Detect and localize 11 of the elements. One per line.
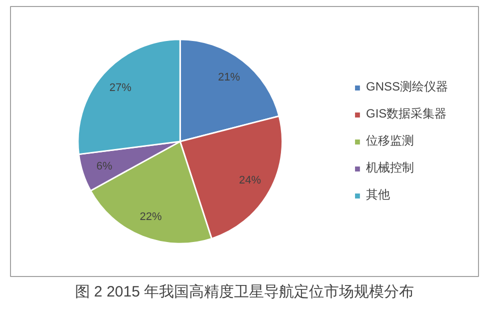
data-label: 21% — [218, 71, 240, 84]
data-label: 6% — [96, 160, 112, 173]
data-label: 27% — [109, 82, 132, 94]
legend-label: GIS数据采集器 — [366, 106, 447, 122]
text: 图 2 2015 年我国高精度卫星导航定位市场规模分布 — [74, 284, 414, 300]
data-label: 24% — [238, 174, 262, 187]
legend-label: GNSS测绘仪器 — [366, 78, 448, 96]
legend-label: 其他 — [366, 186, 390, 204]
data-label: 22% — [140, 210, 162, 223]
legend-label: 位移监测 — [366, 132, 414, 150]
legend-label: 机械控制 — [366, 160, 414, 176]
